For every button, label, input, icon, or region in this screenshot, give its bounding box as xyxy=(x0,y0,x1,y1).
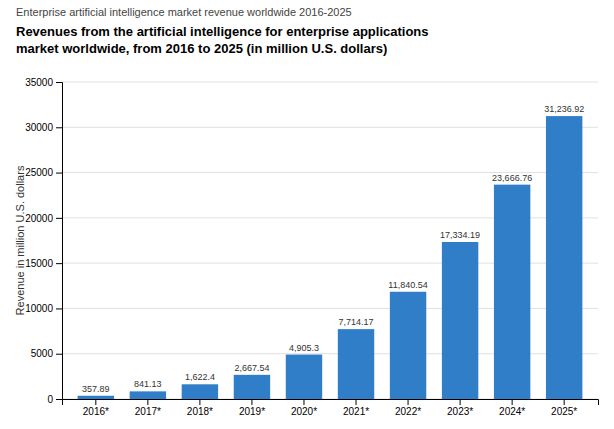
tick-label: 2025* xyxy=(551,406,577,417)
tick: 10000 xyxy=(25,303,62,314)
bar xyxy=(286,355,322,399)
tick-mark xyxy=(303,399,304,405)
tick: 25000 xyxy=(25,167,62,178)
tick: 2019* xyxy=(239,399,265,417)
bar xyxy=(494,185,530,399)
tick-label: 35000 xyxy=(25,77,53,88)
y-axis: 0 5000 10000 15000 20000 25000 30000 35000 xyxy=(25,77,62,405)
tick-mark xyxy=(56,263,62,264)
tick-mark xyxy=(356,399,357,405)
tick-mark xyxy=(147,399,148,405)
tick: 0 xyxy=(47,394,62,405)
bar xyxy=(546,116,582,399)
tick: 2025* xyxy=(551,399,577,417)
tick-mark xyxy=(56,127,62,128)
subtitle: Enterprise artificial intelligence marke… xyxy=(16,6,352,18)
tick: 35000 xyxy=(25,77,62,88)
tick-label: 0 xyxy=(47,394,53,405)
tick-label: 30000 xyxy=(25,122,53,133)
grid-line xyxy=(62,127,598,128)
tick-mark xyxy=(408,399,409,405)
tick: 15000 xyxy=(25,258,62,269)
tick: 20000 xyxy=(25,213,62,224)
tick-mark xyxy=(56,399,62,400)
bars xyxy=(78,116,583,399)
bar xyxy=(390,292,426,399)
tick-mark xyxy=(460,399,461,405)
tick-label: 20000 xyxy=(25,213,53,224)
tick-label: 5000 xyxy=(31,348,54,359)
tick-label: 15000 xyxy=(25,258,53,269)
data-label: 7,714.17 xyxy=(338,317,373,327)
tick: 2020* xyxy=(291,399,317,417)
tick-mark xyxy=(512,399,513,405)
tick-mark xyxy=(56,308,62,309)
chart: Enterprise artificial intelligence marke… xyxy=(0,0,614,429)
tick-mark xyxy=(564,399,565,405)
tick-mark xyxy=(56,218,62,219)
tick-label: 2017* xyxy=(135,406,161,417)
tick-mark xyxy=(56,173,62,174)
data-label: 17,334.19 xyxy=(440,230,480,240)
title-line: Revenues from the artificial intelligenc… xyxy=(16,24,429,39)
tick-mark xyxy=(95,399,96,405)
bar xyxy=(338,329,374,399)
tick: 2017* xyxy=(135,399,161,417)
tick-mark xyxy=(199,399,200,405)
tick-mark xyxy=(251,399,252,405)
tick: 2023* xyxy=(447,399,473,417)
tick-label: 2021* xyxy=(343,406,369,417)
title: Revenues from the artificial intelligenc… xyxy=(16,24,429,56)
tick-label: 2023* xyxy=(447,406,473,417)
data-label: 23,666.76 xyxy=(492,173,532,183)
tick-mark xyxy=(56,354,62,355)
data-label: 2,667.54 xyxy=(234,363,269,373)
tick: 2022* xyxy=(395,399,421,417)
title-line: market worldwide, from 2016 to 2025 (in … xyxy=(16,41,387,56)
axis-line xyxy=(56,83,63,400)
y-axis-title: Revenue in million U.S. dollars xyxy=(14,165,26,315)
axis-line xyxy=(63,400,599,406)
tick: 2018* xyxy=(187,399,213,417)
tick: 2021* xyxy=(343,399,369,417)
data-label: 841.13 xyxy=(134,379,162,389)
data-label: 11,840.54 xyxy=(388,280,427,290)
bar xyxy=(78,396,114,399)
tick-mark xyxy=(56,82,62,83)
grid-line xyxy=(62,82,598,83)
data-label: 1,622.4 xyxy=(185,372,215,382)
bar xyxy=(182,384,218,399)
data-label: 357.89 xyxy=(82,384,110,394)
data-label: 31,236.92 xyxy=(544,104,584,114)
plot: 0 5000 10000 15000 20000 25000 30000 35000 2016*… xyxy=(25,77,598,417)
data-labels: 357.89 841.13 1,622.4 2,667.54 4,905.3 7,714.… xyxy=(82,104,584,394)
tick-label: 10000 xyxy=(25,303,53,314)
bar xyxy=(442,242,478,399)
tick-label: 2020* xyxy=(291,406,317,417)
tick-label: 2016* xyxy=(83,406,109,417)
bar xyxy=(130,391,166,399)
data-label: 4,905.3 xyxy=(289,343,319,353)
tick-label: 2022* xyxy=(395,406,421,417)
tick-label: 2024* xyxy=(499,406,525,417)
tick-label: 2019* xyxy=(239,406,265,417)
tick: 2024* xyxy=(499,399,525,417)
grid xyxy=(62,82,598,399)
tick: 30000 xyxy=(25,122,62,133)
tick: 5000 xyxy=(31,348,62,359)
x-axis: 2016* 2017* 2018* 2019* 2020* 2021* 2022* 2023*… xyxy=(63,399,599,417)
tick-label: 25000 xyxy=(25,167,53,178)
bar xyxy=(234,375,270,399)
tick: 2016* xyxy=(83,399,109,417)
tick-label: 2018* xyxy=(187,406,213,417)
